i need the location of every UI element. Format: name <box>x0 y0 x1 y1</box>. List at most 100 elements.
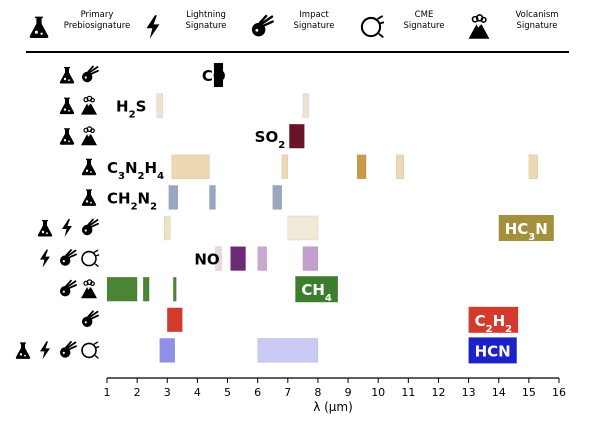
x-tick-label: 2 <box>134 386 141 399</box>
flask-icon <box>81 189 97 206</box>
absorption-band <box>302 246 319 271</box>
signature-legend: Primary Prebiosignature Lightning Signatur… <box>0 0 600 52</box>
x-tick-label: 13 <box>462 386 476 399</box>
absorption-band <box>106 276 138 302</box>
x-tick-label: 16 <box>552 386 566 399</box>
lightning-bolt-icon <box>146 15 160 39</box>
absorption-band <box>356 154 367 180</box>
x-tick-label: 1 <box>104 386 111 399</box>
x-axis-label: λ (μm) <box>313 400 353 414</box>
absorption-band <box>281 154 289 180</box>
molecule-label-box <box>498 215 554 241</box>
row-h2s: H2S <box>59 93 310 121</box>
absorption-band <box>142 276 150 302</box>
x-tick-label: 5 <box>224 386 231 399</box>
flask-icon <box>59 97 75 115</box>
molecule-label: HC3N <box>505 220 548 243</box>
flask-icon <box>59 128 75 145</box>
absorption-band <box>289 123 305 149</box>
volcano-icon <box>81 126 97 146</box>
flask-icon <box>81 158 97 176</box>
absorption-band <box>173 276 177 302</box>
rows-layer: CO H2S SO2 C3N2H4 CH2N2 HC3N NO CH4 C2H2 HCN <box>15 62 554 364</box>
row-so2: SO2 <box>59 123 305 151</box>
meteor-icon <box>60 249 77 266</box>
lightning-bolt-icon <box>62 219 72 237</box>
flask-icon <box>37 220 53 237</box>
absorption-band <box>528 154 539 180</box>
absorption-band <box>164 215 171 241</box>
meteor-icon <box>60 340 77 358</box>
lightning-bolt-icon <box>40 341 50 360</box>
row-hcn: HCN <box>15 337 517 364</box>
molecule-label: SO2 <box>255 128 286 151</box>
meteor-icon <box>82 65 99 83</box>
absorption-band <box>215 246 222 271</box>
x-tick-label: 12 <box>431 386 445 399</box>
absorption-band <box>302 93 310 118</box>
legend-label-impact: Impact Signature <box>293 10 335 31</box>
legend-label-volcanism: Volcanism Signature <box>515 10 559 31</box>
x-tick-label: 10 <box>371 386 385 399</box>
meteor-icon <box>82 218 99 236</box>
legend-label-lightning: Lightning Signature <box>185 10 227 31</box>
absorption-band <box>257 338 319 363</box>
meteor-icon <box>60 279 77 297</box>
absorption-band <box>159 338 176 363</box>
absorption-band <box>396 154 405 180</box>
absorption-band <box>287 215 319 241</box>
volcano-icon <box>468 14 490 39</box>
molecule-label: C3N2H4 <box>107 159 164 182</box>
molecule-label-box <box>468 306 519 333</box>
absorption-band <box>156 93 163 118</box>
row-ch4: CH4 <box>60 276 338 304</box>
meteor-icon <box>82 310 99 327</box>
flask-icon <box>29 16 49 39</box>
molecule-label: CO <box>202 67 226 85</box>
legend-label-primary: Primary Prebiosignature <box>63 10 131 31</box>
row-c2h2: C2H2 <box>82 306 519 334</box>
flask-icon <box>15 342 31 359</box>
row-no: NO <box>40 246 319 271</box>
absorption-band <box>213 62 224 88</box>
x-tick-label: 11 <box>401 386 415 399</box>
x-tick-label: 6 <box>254 386 261 399</box>
absorption-band <box>230 246 246 271</box>
molecule-label: CH4 <box>301 281 332 304</box>
meteor-icon <box>251 14 274 37</box>
absorption-band <box>272 185 283 210</box>
x-tick-label: 9 <box>345 386 352 399</box>
absorption-band <box>209 185 216 210</box>
row-co: CO <box>59 62 226 88</box>
lightning-bolt-icon <box>40 249 50 268</box>
flask-icon <box>59 67 75 84</box>
absorption-band <box>171 154 210 180</box>
x-tick-label: 14 <box>492 386 506 399</box>
x-tick-label: 8 <box>314 386 321 399</box>
legend-label-cme: CME Signature <box>403 10 445 31</box>
molecule-label: HCN <box>475 342 511 360</box>
row-c3n2h4: C3N2H4 <box>81 154 539 182</box>
volcano-icon <box>81 95 97 115</box>
row-ch2n2: CH2N2 <box>81 185 283 212</box>
cme-circle-icon <box>81 341 100 359</box>
row-hc3n: HC3N <box>37 215 554 243</box>
cme-circle-icon <box>360 15 384 38</box>
absorption-band <box>257 246 267 271</box>
cme-circle-icon <box>81 249 100 267</box>
absorption-band <box>168 185 179 210</box>
legend-divider <box>26 51 569 53</box>
molecule-label: H2S <box>116 98 146 121</box>
x-tick-label: 4 <box>194 386 201 399</box>
molecule-label-box <box>468 337 517 364</box>
molecule-label: NO <box>194 251 219 269</box>
molecule-label-box <box>295 276 338 303</box>
molecule-label: CH2N2 <box>107 189 157 212</box>
x-tick-label: 3 <box>164 386 171 399</box>
x-tick-label: 15 <box>522 386 536 399</box>
volcano-icon <box>81 279 97 299</box>
absorption-band <box>167 307 183 333</box>
x-axis: 1 2 3 4 5 6 7 8 9 10 11 12 13 14 15 16λ (μm) <box>104 377 566 414</box>
x-tick-label: 7 <box>284 386 291 399</box>
